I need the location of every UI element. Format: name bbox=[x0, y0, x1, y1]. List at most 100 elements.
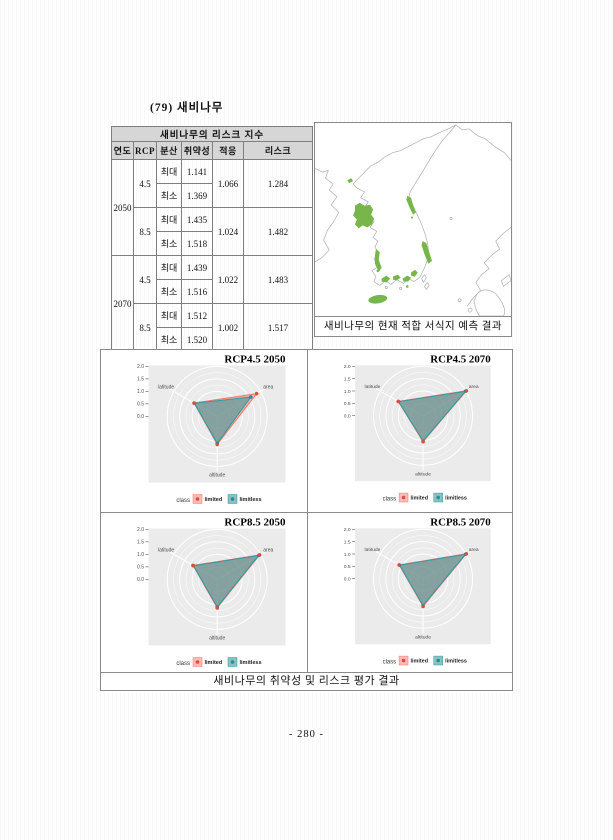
legend-key-dot bbox=[401, 658, 406, 663]
radar-plot: 2.0 1.5 1.0 0.5 0.0 latitude area altitude RCP8.… bbox=[344, 516, 492, 666]
svg-text:1.0: 1.0 bbox=[137, 389, 144, 395]
chart-legend: class limited limitless bbox=[176, 657, 262, 667]
section-title: (79) 새비나무 bbox=[150, 102, 224, 114]
data-point-limited bbox=[464, 551, 469, 556]
rcp-cell: 8.5 bbox=[133, 303, 157, 352]
data-point-limited bbox=[421, 604, 425, 609]
radar-chart-rcp85-2050: 2.0 1.5 1.0 0.5 0.0 latitude area altitude RCP8.… bbox=[101, 513, 308, 672]
legend-title: class bbox=[383, 660, 397, 666]
svg-text:2.0: 2.0 bbox=[344, 364, 351, 370]
col-header-vulnerability: 취약성 bbox=[181, 141, 213, 160]
svg-text:altitude: altitude bbox=[209, 473, 225, 479]
radar-series-limitless bbox=[194, 396, 252, 444]
radial-axis: 2.0 1.5 1.0 0.5 0.0 latitude area altitude bbox=[137, 527, 273, 641]
legend-key-dot bbox=[401, 495, 406, 500]
coastlines bbox=[315, 124, 511, 316]
data-point-limited bbox=[396, 399, 400, 404]
radial-axis: 2.0 1.5 1.0 0.5 0.0 latitude area altitude bbox=[344, 364, 479, 477]
adaptation-cell: 1.002 bbox=[212, 303, 244, 352]
charts-caption: 새비나무의 취약성 및 리스크 평가 결과 bbox=[101, 672, 512, 690]
svg-text:altitude: altitude bbox=[415, 634, 431, 640]
radar-chart-rcp45-2050: 2.0 1.5 1.0 0.5 0.0 latitude area altitude RCP4.… bbox=[101, 350, 308, 513]
chart-title: RCP4.5 2070 bbox=[430, 353, 491, 365]
legend-label: limited bbox=[205, 497, 223, 503]
radar-plot: 2.0 1.5 1.0 0.5 0.0 latitude area altitude RCP4.… bbox=[137, 354, 286, 505]
legend-title: class bbox=[176, 661, 190, 667]
data-point-limited bbox=[397, 563, 401, 567]
legend-key-dot bbox=[230, 497, 235, 501]
legend-label: limited bbox=[205, 660, 223, 666]
svg-text:latitude: latitude bbox=[158, 385, 174, 391]
stat-label-cell: 최대 bbox=[156, 159, 182, 184]
svg-text:1.5: 1.5 bbox=[137, 377, 144, 383]
data-point-limitless bbox=[248, 395, 253, 399]
radar-series-limitless bbox=[399, 553, 467, 606]
risk-table-title: 새비나무의 리스크 지수 bbox=[110, 126, 314, 142]
col-header-risk: 리스크 bbox=[242, 141, 314, 160]
habitat-map-figure: 새비나무의 현재 적합 서식지 예측 결과 bbox=[314, 122, 512, 337]
legend-label: limited bbox=[410, 659, 428, 665]
legend-label: limited bbox=[410, 496, 428, 502]
year-cell: 2050 bbox=[111, 159, 134, 256]
svg-text:0.0: 0.0 bbox=[344, 414, 351, 420]
korea-map-svg bbox=[315, 124, 511, 316]
radar-series-limitless bbox=[192, 554, 260, 608]
chart-legend: class limited limitless bbox=[383, 492, 467, 503]
stat-label-cell: 최대 bbox=[156, 303, 182, 328]
page-number: - 280 - bbox=[289, 729, 324, 740]
year-cell: 2070 bbox=[111, 255, 134, 352]
risk-cell: 1.517 bbox=[242, 303, 314, 352]
risk-table: 새비나무의 리스크 지수 연도 RCP 분산 취약성 적응 리스크 2050 4… bbox=[110, 126, 314, 352]
chart-title: RCP8.5 2070 bbox=[430, 516, 491, 528]
legend-label: limitless bbox=[445, 496, 467, 502]
vulnerability-cell: 1.439 bbox=[181, 255, 213, 280]
vulnerability-cell: 1.512 bbox=[181, 303, 213, 328]
svg-text:altitude: altitude bbox=[415, 471, 431, 477]
col-header-year: 연도 bbox=[111, 141, 134, 160]
svg-text:area: area bbox=[469, 547, 479, 553]
col-header-rcp: RCP bbox=[133, 141, 157, 160]
svg-text:latitude: latitude bbox=[365, 384, 381, 390]
legend-key-dot bbox=[230, 660, 235, 664]
radar-plot: 2.0 1.5 1.0 0.5 0.0 latitude area altitude RCP8.… bbox=[137, 517, 286, 668]
korea-map bbox=[315, 123, 511, 317]
legend-title: class bbox=[176, 498, 190, 504]
svg-text:1.0: 1.0 bbox=[344, 389, 351, 395]
svg-text:area: area bbox=[263, 548, 273, 554]
radar-series bbox=[396, 388, 469, 444]
rcp-cell: 4.5 bbox=[133, 159, 157, 208]
svg-text:2.0: 2.0 bbox=[137, 364, 144, 370]
svg-text:altitude: altitude bbox=[209, 636, 225, 642]
stat-label-cell: 최소 bbox=[156, 231, 182, 256]
svg-text:1.5: 1.5 bbox=[344, 539, 351, 545]
adaptation-cell: 1.066 bbox=[212, 159, 244, 208]
map-caption: 새비나무의 현재 적합 서식지 예측 결과 bbox=[323, 321, 503, 332]
svg-text:latitude: latitude bbox=[158, 548, 174, 554]
legend-label: limitless bbox=[240, 660, 262, 666]
col-header-adaptation: 적응 bbox=[212, 141, 244, 160]
chart-legend: class limited limitless bbox=[383, 655, 467, 666]
radar-plot: 2.0 1.5 1.0 0.5 0.0 latitude area altitude RCP4.… bbox=[344, 353, 492, 503]
risk-cell: 1.284 bbox=[242, 159, 314, 208]
svg-text:0.0: 0.0 bbox=[137, 414, 144, 420]
legend-title: class bbox=[383, 497, 397, 503]
svg-text:0.0: 0.0 bbox=[344, 577, 351, 583]
stat-label-cell: 최대 bbox=[156, 255, 182, 280]
data-point-limited bbox=[254, 391, 259, 396]
vulnerability-cell: 1.369 bbox=[181, 183, 213, 208]
adaptation-cell: 1.022 bbox=[212, 255, 244, 304]
stat-label-cell: 최소 bbox=[156, 327, 182, 352]
svg-text:area: area bbox=[263, 385, 273, 391]
legend-key-dot bbox=[436, 495, 441, 500]
radar-chart-rcp45-2070: 2.0 1.5 1.0 0.5 0.0 latitude area altitude RCP4.… bbox=[308, 350, 512, 513]
vulnerability-cell: 1.518 bbox=[181, 231, 213, 256]
radar-series bbox=[397, 551, 469, 609]
data-point-limited bbox=[257, 553, 262, 557]
risk-cell: 1.482 bbox=[242, 207, 314, 256]
data-point-limited bbox=[192, 401, 196, 405]
svg-text:1.5: 1.5 bbox=[344, 376, 351, 382]
stat-label-cell: 최소 bbox=[156, 183, 182, 208]
radar-series-limitless bbox=[398, 390, 467, 442]
data-point-limited bbox=[421, 439, 425, 444]
chart-title: RCP8.5 2050 bbox=[224, 517, 286, 529]
